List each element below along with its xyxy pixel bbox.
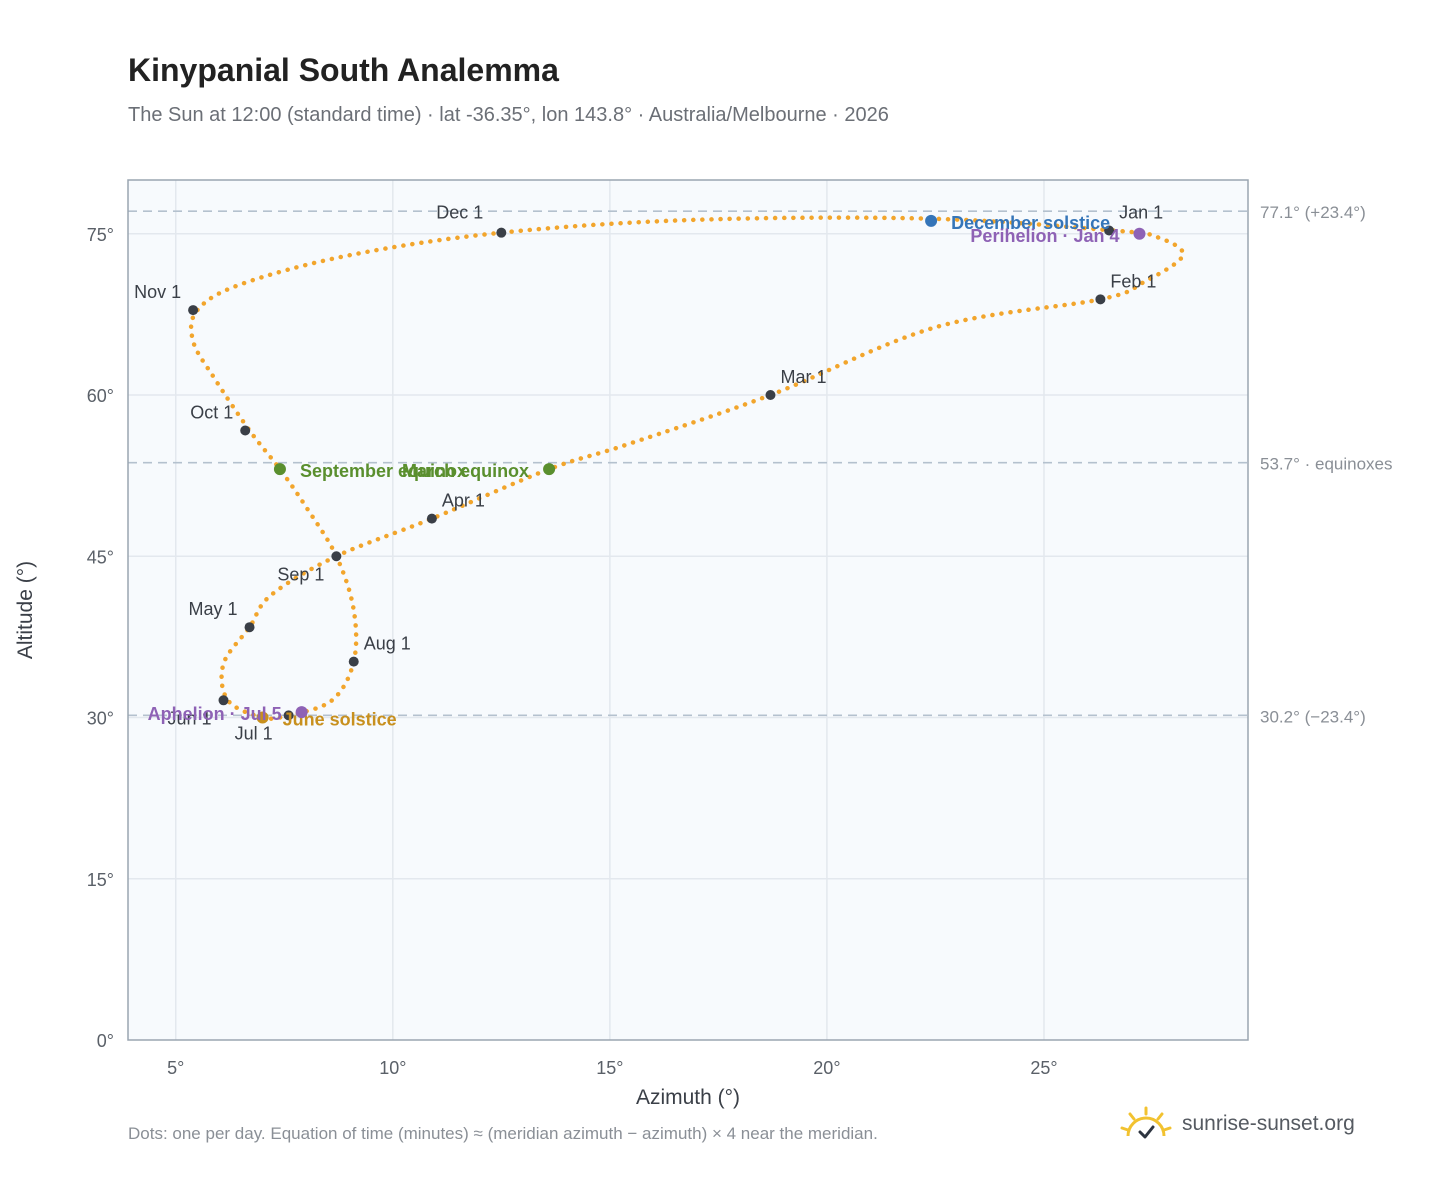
chart-subtitle: The Sun at 12:00 (standard time) · lat -… xyxy=(128,104,889,126)
event-marker-dot xyxy=(1133,227,1146,240)
month-marker-dot xyxy=(218,695,229,706)
reference-line-label: 53.7° · equinoxes xyxy=(1260,455,1393,474)
y-tick-label: 45° xyxy=(87,547,114,567)
event-marker-label: December solstice xyxy=(951,213,1110,233)
y-tick-label: 30° xyxy=(87,709,114,729)
reference-line-label: 30.2° (−23.4°) xyxy=(1260,707,1366,726)
month-marker-label: Jun 1 xyxy=(167,708,211,728)
axes: 5° 10° 15° 20° 25° 0° 15° 30° 45° 60° 75° xyxy=(87,225,1058,1078)
event-marker-dot xyxy=(543,463,556,476)
event-marker-dot xyxy=(273,463,286,476)
x-tick-label: 25° xyxy=(1030,1058,1057,1078)
month-marker-label: Aug 1 xyxy=(364,634,411,654)
y-tick-label: 15° xyxy=(87,870,114,890)
month-marker-dot xyxy=(244,622,255,633)
x-tick-label: 20° xyxy=(813,1058,840,1078)
month-markers: Jan 1 Feb 1 Mar 1 Apr 1 May 1 Jun 1 Jul 1 Aug 1… xyxy=(134,203,1163,744)
x-axis-label: Azimuth (°) xyxy=(636,1086,740,1109)
month-marker-label: May 1 xyxy=(189,599,238,619)
grid-lines xyxy=(128,180,1248,1040)
y-tick-label: 75° xyxy=(87,225,114,245)
reference-line-label: 77.1° (+23.4°) xyxy=(1260,203,1366,222)
plot-frame xyxy=(127,179,1249,1041)
event-marker-dot xyxy=(295,706,308,719)
month-marker-dot xyxy=(426,513,437,524)
month-marker-dot xyxy=(188,305,199,316)
x-tick-label: 15° xyxy=(596,1058,623,1078)
month-marker-dot xyxy=(1104,225,1115,236)
footnote: Dots: one per day. Equation of time (min… xyxy=(128,1124,878,1143)
month-marker-label: Mar 1 xyxy=(780,367,826,387)
event-marker-label: March equinox xyxy=(402,461,529,481)
month-marker-dot xyxy=(283,710,294,721)
month-marker-dot xyxy=(240,425,251,436)
y-tick-label: 0° xyxy=(97,1031,114,1051)
event-marker-label: September equinox xyxy=(300,461,467,481)
month-marker-dot xyxy=(348,656,359,667)
month-marker-label: Feb 1 xyxy=(1110,271,1156,291)
x-tick-label: 5° xyxy=(167,1058,184,1078)
month-marker-dot xyxy=(331,551,342,562)
chart-title: Kinypanial South Analemma xyxy=(128,52,559,88)
month-marker-label: Apr 1 xyxy=(442,491,485,511)
month-marker-dot xyxy=(765,390,776,400)
plot-area xyxy=(128,180,1248,1040)
month-marker-label: Dec 1 xyxy=(436,203,483,223)
month-marker-label: Sep 1 xyxy=(277,564,324,584)
brand-name: sunrise-sunset.org xyxy=(1182,1112,1355,1135)
brand[interactable]: sunrise-sunset.org xyxy=(1120,1104,1355,1144)
month-marker-label: Nov 1 xyxy=(134,282,181,302)
month-marker-dot xyxy=(1095,294,1106,305)
month-marker-label: Jul 1 xyxy=(235,723,273,743)
month-marker-label: Jan 1 xyxy=(1119,203,1163,223)
event-marker-label: Aphelion · Jul 5 xyxy=(148,704,282,724)
x-tick-label: 10° xyxy=(379,1058,406,1078)
event-marker-label: June solstice xyxy=(283,710,397,730)
y-tick-label: 60° xyxy=(87,386,114,406)
month-marker-dot xyxy=(496,227,507,238)
reference-lines: 77.1° (+23.4°) 53.7° · equinoxes 30.2° (−2… xyxy=(128,203,1393,726)
event-marker-label: Perihelion · Jan 4 xyxy=(970,226,1119,246)
sun-logo-icon xyxy=(1120,1106,1172,1139)
month-marker-label: Oct 1 xyxy=(190,402,233,422)
event-marker-dot xyxy=(256,711,269,724)
event-marker-dot xyxy=(925,214,938,227)
y-axis-label: Altitude (°) xyxy=(14,561,37,659)
